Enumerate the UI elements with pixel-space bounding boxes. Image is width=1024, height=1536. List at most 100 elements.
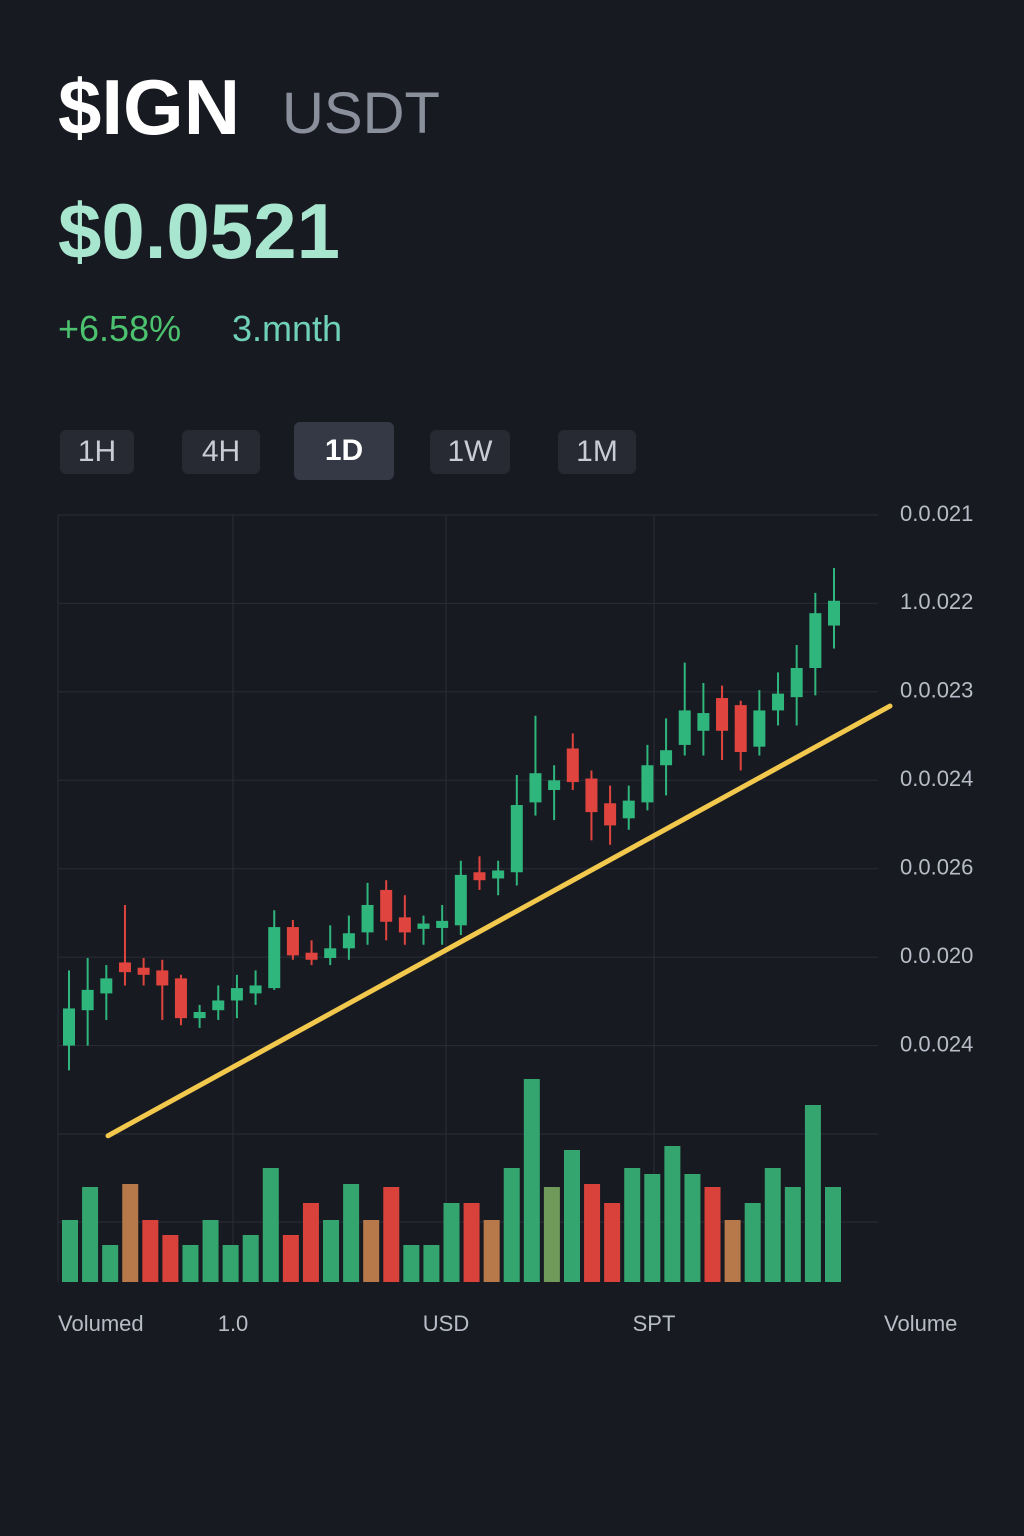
candle-body: [342, 933, 355, 949]
volume-bar: [242, 1235, 259, 1282]
y-tick-label: 1.0.022: [900, 589, 973, 614]
volume-bar: [644, 1174, 661, 1282]
volume-bar: [463, 1203, 480, 1282]
x-tick-label: 1.0: [218, 1311, 249, 1336]
y-tick-label: 0.0.024: [900, 766, 973, 791]
volume-bar: [784, 1187, 801, 1282]
volume-bar: [383, 1187, 400, 1282]
candle-body: [454, 874, 467, 926]
volume-bar: [102, 1245, 119, 1282]
timeframe-button[interactable]: 1M: [558, 430, 636, 474]
period: 3.mnth: [232, 308, 343, 349]
candle-body: [510, 805, 523, 873]
candle-body: [380, 889, 393, 922]
candle-body: [604, 803, 617, 826]
candle-body: [585, 778, 598, 813]
volume-bar: [142, 1220, 159, 1282]
candle-body: [156, 970, 169, 986]
candle-body: [361, 904, 374, 933]
volume-bar: [262, 1168, 279, 1282]
volume-bar: [764, 1168, 781, 1282]
x-tick-label: USD: [423, 1311, 469, 1336]
symbol: $IGN: [58, 63, 241, 151]
candle-body: [118, 962, 131, 973]
volume-bar: [664, 1146, 681, 1282]
volume-bar: [624, 1168, 641, 1282]
candle-body: [828, 600, 840, 626]
volume-bar: [182, 1245, 199, 1282]
volume-bar: [202, 1220, 219, 1282]
candle-body: [641, 765, 654, 803]
y-tick-label: 0.0.021: [900, 501, 973, 526]
volume-bar: [543, 1187, 560, 1282]
candle-body: [417, 923, 430, 929]
candle-body: [398, 917, 411, 933]
volume-bar: [222, 1245, 239, 1282]
candle-body: [566, 748, 579, 783]
volume-bar: [423, 1245, 440, 1282]
volume-bar: [282, 1235, 299, 1282]
candle-body: [622, 800, 635, 819]
candle-body: [100, 978, 113, 994]
volume-bar: [363, 1220, 380, 1282]
timeframe-button[interactable]: 1D: [294, 422, 394, 480]
candle-body: [63, 1008, 75, 1046]
candle-body: [230, 988, 243, 1001]
candle-body: [809, 613, 822, 668]
volume-bar: [122, 1184, 139, 1282]
volume-bar: [724, 1220, 741, 1282]
candle-body: [548, 780, 561, 791]
candle-body: [436, 920, 449, 928]
volume-bar: [604, 1203, 621, 1282]
x-axis-label: Volumed: [58, 1311, 144, 1336]
volume-bar: [584, 1184, 601, 1282]
volume-bar: [804, 1105, 821, 1282]
volume-bar: [443, 1203, 460, 1282]
candle-body: [734, 705, 747, 752]
y-tick-label: 0.0.020: [900, 943, 973, 968]
volume-bar: [684, 1174, 701, 1282]
y-tick-label: 0.0.026: [900, 855, 973, 880]
timeframe-button[interactable]: 1H: [60, 430, 134, 474]
volume-bar: [503, 1168, 520, 1282]
volume-bar: [62, 1220, 78, 1282]
candle-body: [249, 985, 262, 994]
candle-body: [697, 713, 710, 731]
candle-body: [81, 989, 94, 1011]
candle-body: [716, 698, 729, 731]
volume-bar: [403, 1245, 420, 1282]
timeframe-button[interactable]: 1W: [430, 430, 510, 474]
quote-currency: USDT: [282, 81, 440, 146]
candle-body: [492, 870, 505, 879]
y-tick-label: 0.0.023: [900, 678, 973, 703]
candle-body: [324, 948, 337, 959]
timeframe-button[interactable]: 4H: [182, 430, 260, 474]
volume-bar: [82, 1187, 99, 1282]
price: $0.0521: [58, 187, 340, 275]
x-axis-label: Volume: [884, 1311, 957, 1336]
candle-body: [305, 952, 318, 960]
candle-body: [174, 978, 187, 1019]
candle-body: [678, 710, 691, 745]
y-tick-label: 0.0.024: [900, 1031, 973, 1056]
candle-body: [753, 710, 766, 747]
volume-bar: [162, 1235, 179, 1282]
candle-body: [137, 967, 150, 975]
candle-body: [268, 927, 281, 989]
candle-body: [193, 1011, 206, 1019]
volume-bar: [343, 1184, 360, 1282]
volume-bar: [523, 1079, 540, 1282]
candle-body: [529, 773, 542, 803]
volume-bar: [704, 1187, 721, 1282]
volume-bar: [563, 1150, 580, 1282]
price-change: +6.58%: [58, 308, 182, 349]
x-tick-label: SPT: [633, 1311, 676, 1336]
volume-bar: [323, 1220, 340, 1282]
candle-body: [473, 872, 486, 881]
volume-bar: [483, 1220, 500, 1282]
volume-bar: [302, 1203, 319, 1282]
volume-bar: [744, 1203, 761, 1282]
volume-bar: [825, 1187, 841, 1282]
